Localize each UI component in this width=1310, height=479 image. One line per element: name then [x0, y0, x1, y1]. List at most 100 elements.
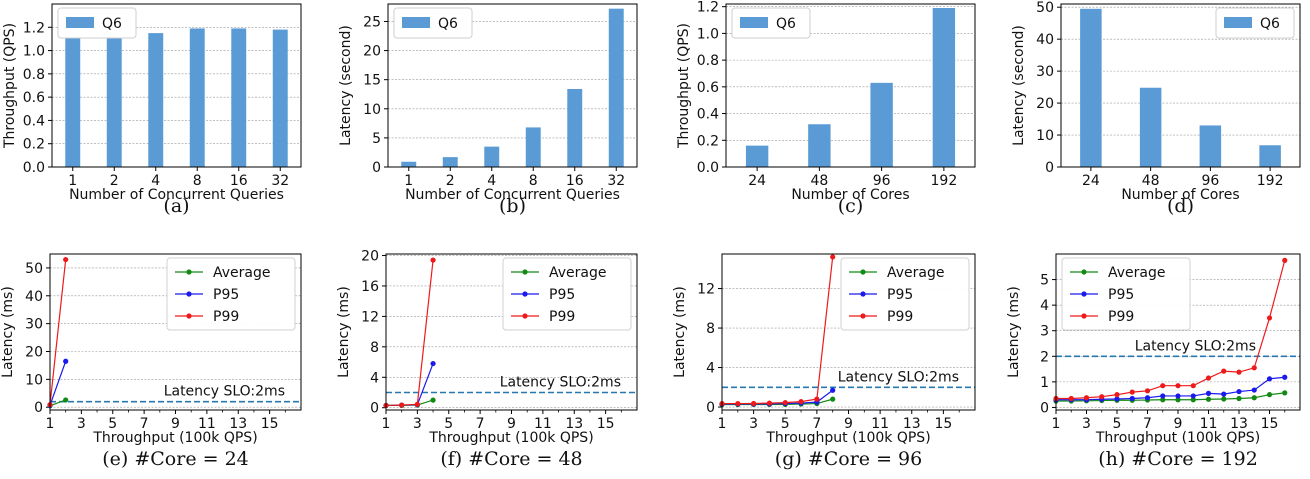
y-tick-label: 3	[1040, 324, 1049, 340]
y-tick-label: 0.2	[697, 133, 719, 149]
y-tick-label: 10	[25, 372, 43, 388]
legend-label: P95	[1108, 287, 1134, 303]
data-point	[63, 358, 69, 364]
legend: Average P95 P99	[1061, 257, 1191, 331]
data-point	[63, 256, 69, 263]
y-tick-label: 8	[706, 321, 715, 337]
series-line	[49, 259, 67, 405]
legend-label: P99	[1108, 309, 1134, 325]
x-tick-label: 7	[140, 416, 149, 432]
legend-label: P95	[213, 287, 239, 303]
legend-label: Q6	[102, 16, 122, 32]
slo-label: Latency SLO:2ms	[500, 374, 621, 390]
data-point	[1282, 374, 1288, 380]
data-point	[1236, 369, 1242, 375]
x-tick-label: 3	[749, 416, 758, 432]
x-tick-label: 13	[565, 416, 583, 432]
x-tick-label: 4	[151, 173, 160, 189]
x-tick-label: 13	[903, 416, 921, 432]
data-point	[1190, 393, 1196, 399]
data-point	[1175, 397, 1181, 403]
y-tick-label: 1.0	[697, 26, 719, 42]
legend-label: P95	[549, 287, 575, 303]
plot-frame	[49, 253, 302, 411]
y-tick-label: 0.2	[23, 137, 45, 153]
x-tick-label: 7	[1143, 416, 1152, 432]
panel-caption: (d)	[1167, 195, 1194, 217]
x-tick-label: 96	[873, 173, 891, 189]
x-axis-label: Throughput (100k QPS)	[92, 430, 257, 446]
x-tick-label: 2	[110, 173, 119, 189]
legend-label: Average	[549, 265, 607, 281]
data-point	[1190, 383, 1196, 389]
y-tick-label: 12	[361, 309, 379, 325]
bar	[567, 88, 583, 167]
y-axis-label: Latency (ms)	[0, 286, 16, 378]
panel-caption: (e) #Core = 24	[102, 448, 249, 470]
bar	[148, 33, 164, 167]
chart-panel-0: 0.0 0.2 0.4 0.6 0.8 1.0 1.2 1 2 4 8 16 32 Q6 Number of…	[2, 3, 302, 217]
y-tick-label: 40	[25, 289, 43, 305]
x-tick-label: 9	[171, 416, 180, 432]
x-tick-label: 5	[781, 416, 790, 432]
data-point	[1221, 368, 1227, 374]
y-tick-label: 0	[34, 400, 43, 416]
data-point	[1129, 395, 1135, 402]
chart-panel-3: 0 10 20 30 40 50 24 48 96 192 Q6 Number of Cores Lat…	[1011, 0, 1301, 217]
y-axis-label: Latency (ms)	[336, 286, 352, 378]
bar	[870, 82, 893, 167]
data-point	[830, 254, 836, 260]
x-tick-label: 13	[229, 416, 247, 432]
data-point	[1266, 376, 1273, 382]
legend-swatch	[740, 17, 768, 28]
y-tick-label: 16	[361, 279, 379, 295]
plot-frame	[725, 3, 976, 168]
y-tick-label: 2	[1040, 349, 1049, 365]
bar	[1139, 87, 1162, 167]
legend-label: Average	[887, 265, 945, 281]
x-tick-label: 9	[507, 416, 516, 432]
y-tick-label: 15	[363, 73, 381, 89]
data-point	[1236, 388, 1242, 395]
y-tick-label: 20	[361, 249, 379, 265]
x-tick-label: 13	[1230, 416, 1248, 432]
x-tick-label: 11	[198, 416, 216, 432]
legend-marker	[860, 269, 866, 275]
data-point	[1083, 395, 1090, 401]
panel-caption: (h) #Core = 192	[1098, 448, 1258, 470]
data-point	[63, 397, 69, 403]
x-tick-label: 4	[487, 173, 496, 189]
x-tick-label: 24	[1082, 173, 1100, 189]
legend-marker	[1081, 291, 1087, 297]
data-point	[1266, 315, 1273, 321]
y-tick-label: 5	[372, 131, 381, 147]
x-tick-label: 48	[1142, 173, 1160, 189]
legend-swatch	[1224, 17, 1252, 28]
x-tick-label: 15	[1261, 416, 1279, 432]
legend-label: Q6	[1260, 16, 1280, 32]
legend-marker	[522, 269, 528, 275]
y-tick-label: 12	[697, 282, 715, 298]
data-point	[1114, 396, 1120, 402]
data-point	[1266, 392, 1273, 398]
legend: Q6	[1215, 7, 1295, 39]
bar	[401, 161, 417, 167]
x-tick-label: 192	[931, 173, 958, 189]
y-tick-label: 30	[25, 317, 43, 333]
series-line	[49, 399, 66, 407]
y-axis-label: Throughput (QPS)	[2, 23, 18, 149]
legend-marker	[1081, 269, 1087, 275]
x-tick-label: 8	[193, 173, 202, 189]
x-tick-label: 1	[46, 416, 55, 432]
legend: Average P95 P99	[502, 257, 632, 331]
slo-label: Latency SLO:2ms	[1135, 338, 1256, 354]
legend: Q6	[393, 7, 473, 39]
data-point	[735, 400, 741, 407]
legend-label: Q6	[438, 16, 458, 32]
y-tick-label: 40	[1036, 32, 1054, 48]
y-tick-label: 30	[1036, 64, 1054, 80]
y-tick-label: 20	[1036, 96, 1054, 112]
data-point	[1221, 391, 1227, 397]
data-point	[1114, 392, 1120, 398]
y-tick-label: 25	[363, 14, 381, 30]
